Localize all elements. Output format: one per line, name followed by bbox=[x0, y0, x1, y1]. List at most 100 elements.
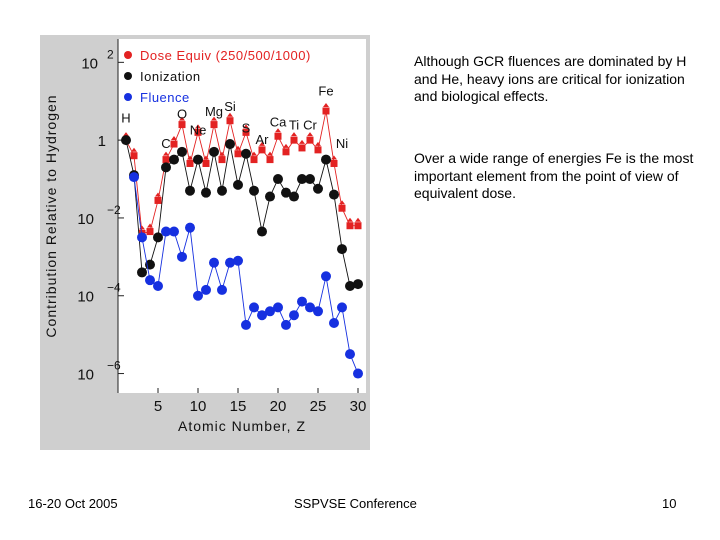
data-point-errbar bbox=[251, 151, 257, 156]
data-point-errbar bbox=[291, 132, 297, 137]
y-axis-label: Contribution Relative to Hydrogen bbox=[43, 94, 59, 337]
chart-svg: 10 2 1 10 −2 10 −4 10 −6 5 10 15 20 25 30 Atomic Number… bbox=[40, 35, 370, 450]
data-point-errbar bbox=[155, 192, 161, 197]
data-point-errbar bbox=[235, 145, 241, 150]
element-label: Mg bbox=[205, 104, 223, 119]
footer-page-number: 10 bbox=[662, 496, 677, 511]
x-tick-label: 25 bbox=[310, 398, 327, 415]
data-point bbox=[337, 244, 347, 255]
data-point-square bbox=[322, 107, 330, 115]
data-point-errbar bbox=[307, 132, 313, 137]
data-point-square bbox=[234, 150, 242, 158]
data-point bbox=[257, 310, 267, 321]
y-tick-label: 10 bbox=[77, 211, 94, 228]
legend-label: Fluence bbox=[140, 90, 190, 105]
data-point bbox=[137, 267, 147, 278]
series-line bbox=[125, 140, 359, 287]
data-point-square bbox=[330, 159, 338, 167]
data-point bbox=[305, 302, 315, 313]
data-point bbox=[273, 302, 283, 313]
data-point bbox=[193, 290, 203, 301]
data-point bbox=[273, 174, 283, 185]
data-point-errbar bbox=[147, 223, 153, 228]
data-point-square bbox=[178, 121, 186, 129]
data-point-square bbox=[194, 128, 202, 136]
data-point bbox=[289, 191, 299, 202]
data-point-errbar bbox=[315, 141, 321, 146]
element-label: O bbox=[177, 107, 187, 122]
data-point bbox=[281, 319, 291, 330]
legend-label: Ionization bbox=[140, 69, 201, 84]
data-point bbox=[153, 281, 163, 292]
data-point bbox=[345, 281, 355, 292]
data-point-square bbox=[258, 146, 266, 154]
data-point bbox=[329, 189, 339, 200]
data-point-errbar bbox=[187, 155, 193, 160]
data-point bbox=[177, 146, 187, 157]
data-point-errbar bbox=[131, 147, 137, 152]
data-point-errbar bbox=[203, 155, 209, 160]
data-point-square bbox=[338, 204, 346, 212]
data-point bbox=[121, 135, 131, 146]
data-point-square bbox=[218, 156, 226, 164]
data-point-errbar bbox=[355, 217, 361, 222]
data-point-square bbox=[346, 222, 354, 230]
data-point bbox=[185, 185, 195, 196]
footer-date: 16-20 Oct 2005 bbox=[28, 496, 118, 511]
data-point-square bbox=[250, 156, 258, 164]
y-tick-label: 10 bbox=[77, 289, 94, 306]
x-tick-label: 20 bbox=[270, 398, 287, 415]
data-point bbox=[321, 154, 331, 165]
data-point-errbar bbox=[347, 217, 353, 222]
data-point bbox=[209, 257, 219, 268]
note-fe-dose: Over a wide range of energies Fe is the … bbox=[414, 150, 694, 201]
data-point bbox=[169, 226, 179, 237]
element-label: H bbox=[121, 111, 130, 126]
data-point bbox=[337, 302, 347, 313]
data-point-errbar bbox=[323, 102, 329, 107]
element-label: Ni bbox=[336, 136, 348, 151]
data-point-errbar bbox=[227, 112, 233, 117]
series-ionization bbox=[121, 135, 363, 292]
data-point-square bbox=[306, 136, 314, 144]
data-point-errbar bbox=[339, 200, 345, 205]
data-point bbox=[249, 185, 259, 196]
data-point-errbar bbox=[299, 139, 305, 144]
data-point bbox=[297, 296, 307, 307]
x-tick-label: 5 bbox=[154, 398, 162, 415]
y-tick-label: 10 bbox=[81, 55, 98, 72]
data-point-errbar bbox=[179, 116, 185, 121]
data-point-square bbox=[266, 156, 274, 164]
data-point bbox=[321, 271, 331, 282]
data-point bbox=[145, 275, 155, 286]
data-point bbox=[353, 279, 363, 290]
data-point bbox=[161, 226, 171, 237]
data-point bbox=[233, 179, 243, 190]
data-point-errbar bbox=[195, 124, 201, 129]
data-point bbox=[217, 185, 227, 196]
y-tick-exponent: −4 bbox=[107, 281, 121, 295]
data-point bbox=[281, 187, 291, 198]
data-point bbox=[289, 310, 299, 321]
data-point-square bbox=[170, 140, 178, 148]
data-point bbox=[313, 183, 323, 194]
data-point-square bbox=[314, 146, 322, 154]
series-fluence bbox=[129, 172, 363, 379]
data-point bbox=[209, 146, 219, 157]
x-tick-label: 15 bbox=[230, 398, 247, 415]
element-label: Ne bbox=[190, 122, 207, 137]
y-tick-exponent: −6 bbox=[107, 359, 121, 373]
data-point bbox=[129, 172, 139, 183]
data-point bbox=[257, 226, 267, 237]
data-point-square bbox=[354, 222, 362, 230]
x-axis-label: Atomic Number, Z bbox=[178, 418, 306, 434]
data-point bbox=[225, 139, 235, 150]
x-tick-label: 10 bbox=[190, 398, 207, 415]
data-point bbox=[241, 319, 251, 330]
data-point bbox=[153, 232, 163, 243]
data-point-errbar bbox=[283, 143, 289, 148]
data-point-square bbox=[146, 228, 154, 236]
data-point bbox=[249, 302, 259, 313]
data-point-square bbox=[130, 152, 138, 160]
legend-marker bbox=[124, 51, 132, 59]
